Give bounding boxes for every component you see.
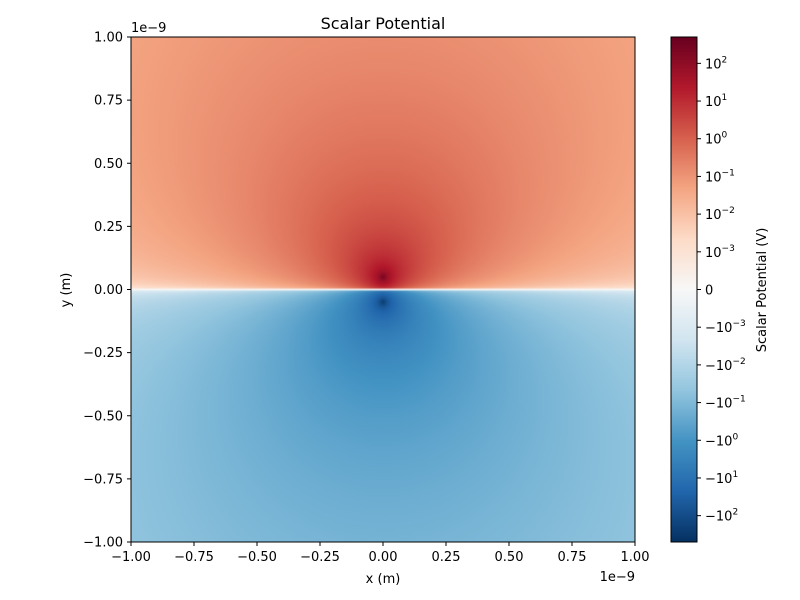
colorbar-tick-label: −100	[705, 432, 738, 449]
colorbar-tick-label: −10−3	[705, 319, 746, 336]
colorbar-tick-label: 10−1	[705, 168, 735, 185]
x-tick-label: 0.75	[558, 550, 587, 565]
colorbar-tick-label: 101	[705, 93, 727, 110]
y-tick-label: −0.50	[83, 409, 123, 424]
colorbar-tick-label: 0	[705, 284, 713, 299]
colorbar-tick-label: −101	[705, 470, 738, 487]
colorbar-tick-label: 100	[705, 131, 728, 148]
y-tick-label: 0.00	[94, 283, 123, 298]
colorbar: 102 101 100 10−1 10−2 10−3 0 −10−3 −10−2 −10−1 −10…	[670, 36, 770, 543]
x-tick-label: 0.00	[369, 550, 398, 565]
x-tick-label: 1.00	[621, 550, 650, 565]
colorbar-tick-label: 102	[705, 55, 727, 72]
colorbar-label: Scalar Potential (V)	[755, 228, 770, 353]
y-tick-label: 0.25	[94, 220, 123, 235]
colorbar-tick-label: 10−2	[705, 206, 735, 223]
y-axis-label: y (m)	[59, 273, 74, 308]
chart-title: Scalar Potential	[321, 14, 446, 33]
colorbar-tick-label: −10−2	[705, 357, 746, 374]
heatmap-area	[131, 37, 635, 542]
y-axis-ticks: −1.00 −0.75 −0.50 −0.25 0.00 0.25 0.50 0.75 1.00	[83, 31, 131, 551]
x-tick-label: −1.00	[111, 550, 151, 565]
colorbar-ticks: 102 101 100 10−1 10−2 10−3 0 −10−3 −10−2 −10−1 −10…	[697, 55, 746, 525]
colorbar-tick-label: −10−1	[705, 395, 746, 412]
y-tick-label: 0.50	[94, 157, 123, 172]
colorbar-tick-label: 10−3	[705, 244, 735, 261]
x-tick-label: −0.75	[174, 550, 214, 565]
y-tick-label: −0.75	[83, 472, 123, 487]
colorbar-tick-label: −102	[705, 508, 738, 525]
y-tick-label: 1.00	[94, 31, 123, 46]
x-axis-label: x (m)	[366, 572, 401, 587]
y-tick-label: −0.25	[83, 346, 123, 361]
x-tick-label: −0.50	[237, 550, 277, 565]
potential-heatmap	[131, 37, 635, 542]
colorbar-gradient	[670, 36, 698, 543]
x-axis-ticks: −1.00 −0.75 −0.50 −0.25 0.00 0.25 0.50 0.75 1.00	[111, 542, 649, 565]
y-offset-label: 1e−9	[131, 21, 166, 36]
x-tick-label: 0.50	[495, 550, 524, 565]
x-tick-label: −0.25	[300, 550, 340, 565]
x-tick-label: 0.25	[432, 550, 461, 565]
y-tick-label: 0.75	[94, 94, 123, 109]
y-tick-label: −1.00	[83, 536, 123, 551]
x-offset-label: 1e−9	[600, 570, 635, 585]
